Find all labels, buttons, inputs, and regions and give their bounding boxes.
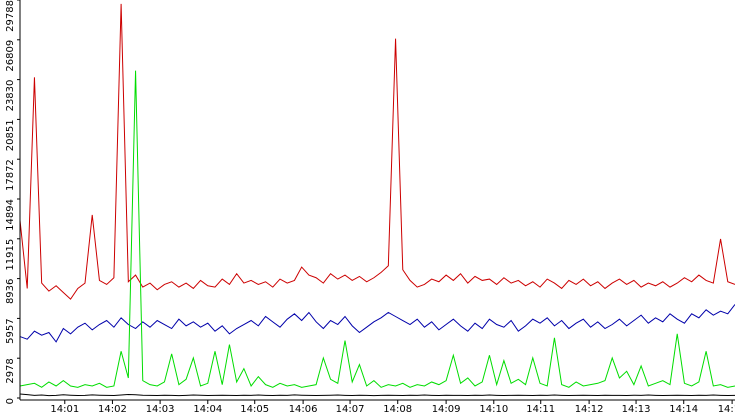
y-tick-label: 14894 [5,199,16,231]
y-tick-label: 20851 [5,119,16,151]
x-tick-label: 14:01 [50,404,79,415]
y-tick-label: 0 [5,398,16,404]
x-tick-label: 14:13 [622,404,651,415]
x-tick-label: 14:05 [240,404,269,415]
y-tick-label: 26809 [5,40,16,72]
y-tick-label: 29788 [5,0,16,32]
x-tick-label: 14:04 [193,404,222,415]
x-tick-label: 14:02 [98,404,127,415]
x-tick-label: 14:09 [432,404,461,415]
series-line [19,304,735,343]
x-tick-label: 14:07 [336,404,365,415]
x-tick-label: 14:03 [146,404,175,415]
y-tick-label: 11915 [5,239,16,271]
y-tick-label: 8936 [5,279,16,304]
series-line [19,393,735,397]
series-line [19,70,735,388]
x-tick-label: 14:11 [526,404,555,415]
y-tick-label: 23830 [5,80,16,112]
x-tick-label: 14:14 [669,404,698,415]
y-tick-label: 5957 [5,318,16,343]
x-tick-label: 14:10 [479,404,508,415]
x-tick-label: 14:06 [289,404,318,415]
y-tick-label: 17872 [5,159,16,191]
series-line [19,3,735,300]
y-tick-label: 2978 [5,358,16,383]
x-tick-label: 14:15 [718,404,735,415]
x-tick-label: 14:08 [383,404,412,415]
x-tick-label: 14:12 [575,404,604,415]
